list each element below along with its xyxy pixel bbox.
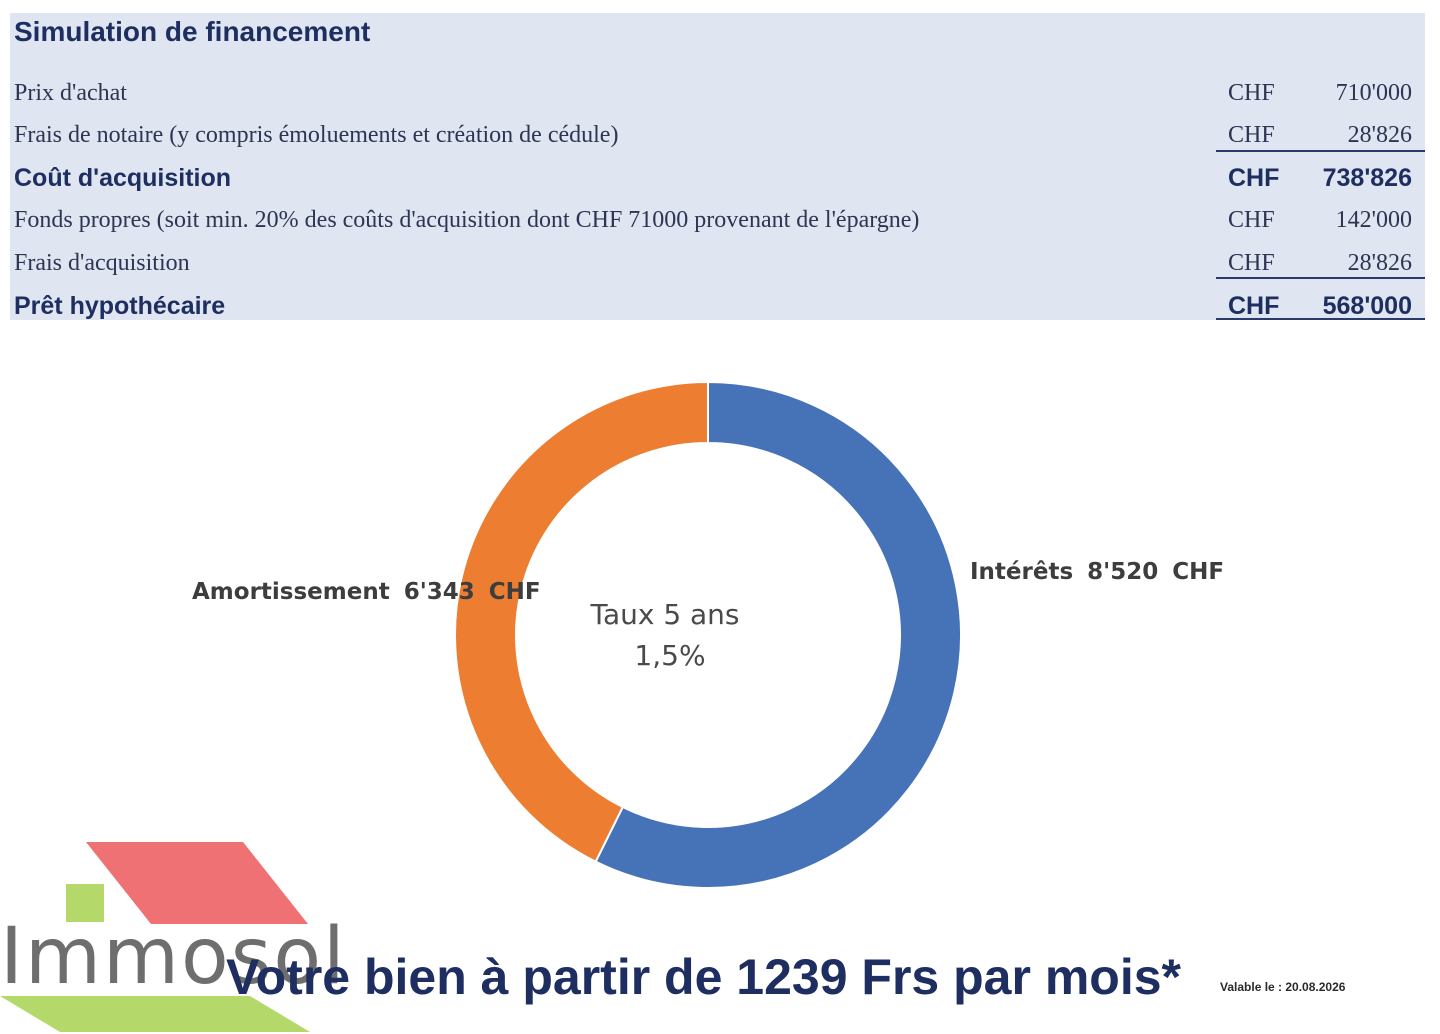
- row-notary-fees: Frais de notaire (y compris émoluements …: [14, 118, 1412, 154]
- label-value: 6'343: [403, 579, 475, 605]
- logo-wordmark: Immosol: [0, 912, 347, 1002]
- row-label: Frais de notaire (y compris émoluements …: [14, 122, 619, 148]
- row-label: Coût d'acquisition: [14, 164, 232, 192]
- row-amount: 28'826: [1347, 250, 1412, 276]
- label-interets: Intérêts 8'520 CHF: [970, 559, 1224, 585]
- immosol-logo: [0, 842, 310, 1032]
- label-unit: CHF: [1172, 559, 1225, 585]
- total-underline: [1216, 318, 1425, 320]
- row-currency: CHF: [1228, 80, 1275, 106]
- subtotal-rule: [1216, 150, 1425, 152]
- label-unit: CHF: [488, 579, 541, 605]
- validity-date: Valable le : 20.08.2026: [1220, 980, 1346, 994]
- financing-summary-panel: [10, 13, 1425, 320]
- row-currency: CHF: [1228, 250, 1275, 276]
- row-amount: 710'000: [1335, 80, 1412, 106]
- center-rate-value: 1,5%: [634, 639, 706, 672]
- row-equity: Fonds propres (soit min. 20% des coûts d…: [14, 203, 1412, 239]
- label-category: Amortissement: [192, 579, 390, 605]
- label-value: 8'520: [1087, 559, 1159, 585]
- row-label: Fonds propres (soit min. 20% des coûts d…: [14, 207, 920, 233]
- row-label: Frais d'acquisition: [14, 250, 190, 276]
- row-currency: CHF: [1228, 164, 1280, 192]
- row-acquisition-cost: Coût d'acquisition CHF 738'826: [14, 160, 1412, 196]
- row-label: Prix d'achat: [14, 80, 127, 106]
- donut-slice-amortissement: [454, 380, 709, 864]
- label-category: Intérêts: [970, 559, 1074, 585]
- row-currency: CHF: [1228, 122, 1275, 148]
- row-mortgage: Prêt hypothécaire CHF 568'000: [14, 288, 1412, 324]
- row-currency: CHF: [1228, 207, 1275, 233]
- row-label: Prêt hypothécaire: [14, 292, 226, 320]
- headline: Votre bien à partir de 1239 Frs par mois…: [226, 949, 1181, 1005]
- row-currency: CHF: [1228, 292, 1280, 320]
- row-amount: 738'826: [1322, 164, 1412, 192]
- logo-base-shape: [0, 996, 310, 1032]
- row-purchase-price: Prix d'achat CHF 710'000: [14, 76, 1412, 112]
- total-rule: [1216, 277, 1425, 279]
- logo-roof-shape: [86, 842, 308, 924]
- donut-slice-interets: [594, 380, 962, 889]
- center-rate-title: Taux 5 ans: [590, 598, 740, 631]
- row-acquisition-fees: Frais d'acquisition CHF 28'826: [14, 246, 1412, 282]
- row-amount: 28'826: [1347, 122, 1412, 148]
- row-amount: 568'000: [1322, 292, 1412, 320]
- summary-title: Simulation de financement: [14, 16, 371, 47]
- label-amortissement: Amortissement 6'343 CHF: [192, 579, 541, 605]
- row-amount: 142'000: [1335, 207, 1412, 233]
- logo-window-shape: [66, 884, 104, 922]
